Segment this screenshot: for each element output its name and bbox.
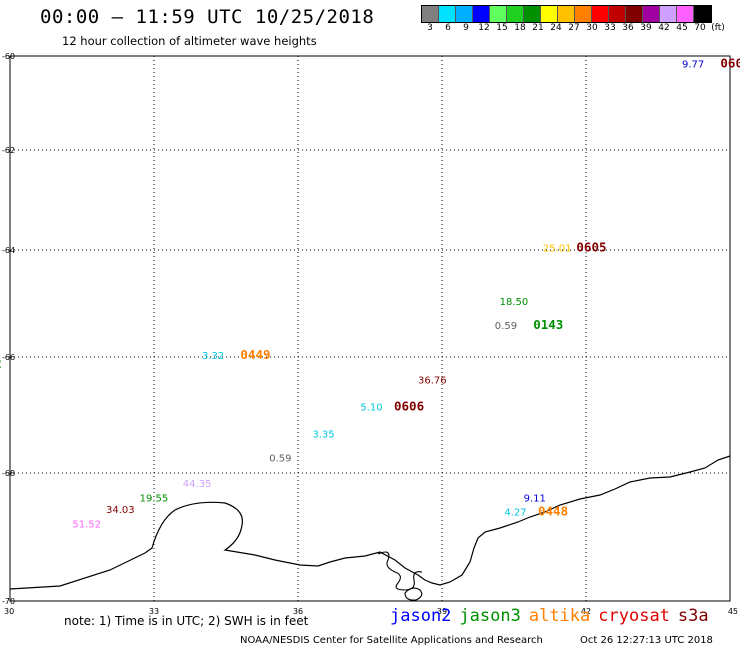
legend-item-cryosat: cryosat: [598, 606, 670, 626]
page-subtitle: 12 hour collection of altimeter wave hei…: [62, 34, 317, 48]
antarctic-coastline-inlet: [377, 551, 423, 591]
longitude-tick-label: 36: [293, 607, 303, 616]
color-swatch: [456, 6, 473, 22]
pass-time-label: 060: [720, 56, 740, 71]
color-scale-label: 42: [658, 23, 670, 33]
color-swatch: [439, 6, 456, 22]
latitude-tick-label: -68: [2, 469, 15, 478]
wave-height-label: 18.50: [500, 297, 529, 308]
pass-time-label: 0605: [576, 240, 606, 255]
color-scale-label: 30: [586, 23, 598, 33]
latitude-tick-label: -66: [2, 353, 15, 362]
pass-time-label: 0449: [240, 347, 270, 362]
color-scale-label: 24: [550, 23, 562, 33]
longitude-tick-label: 30: [4, 607, 14, 616]
color-swatch: [643, 6, 660, 22]
color-swatch: [660, 6, 677, 22]
color-swatch: [473, 6, 490, 22]
longitude-tick-label: 33: [149, 607, 159, 616]
color-scale-label: 6: [445, 23, 451, 33]
generated-timestamp: Oct 26 12:27:13 UTC 2018: [580, 635, 713, 646]
latitude-tick-labels: -60 -62 -64 -66 -68 -70: [2, 52, 15, 606]
wave-height-label: 9.11: [524, 493, 546, 504]
wave-height-label: 9.77: [682, 60, 704, 71]
wave-height-label: 36.76: [418, 376, 447, 387]
color-scale-label: 70: [694, 23, 706, 33]
color-scale-label: (ft): [711, 23, 725, 33]
longitude-tick-label: 39: [437, 607, 447, 616]
latitude-tick-label: -60: [2, 52, 15, 61]
color-swatch: [541, 6, 558, 22]
latitude-tick-label: -70: [2, 597, 15, 606]
color-scale-label: 18: [514, 23, 526, 33]
satellite-legend: jason2 jason3 altika cryosat s3a: [390, 606, 717, 626]
color-swatch: [592, 6, 609, 22]
color-scale-label: 27: [568, 23, 580, 33]
color-swatch: [524, 6, 541, 22]
latitude-tick-label: -62: [2, 146, 15, 155]
map-gridlines: [10, 56, 730, 601]
wave-height-label: 3.32: [202, 351, 224, 362]
color-scale-label: 36: [622, 23, 634, 33]
wave-height-label: 51.52: [72, 520, 101, 531]
color-scale-label: 45: [676, 23, 688, 33]
color-scale-label: 21: [532, 23, 544, 33]
wave-height-label: 3.35: [312, 430, 334, 441]
wave-height-label: 19.55: [140, 493, 169, 504]
color-swatch: [626, 6, 643, 22]
wave-height-label: 25.01: [543, 244, 572, 255]
legend-item-altika: altika: [528, 606, 591, 626]
color-scale-label: 12: [478, 23, 490, 33]
wave-height-label: 5.10: [360, 402, 382, 413]
longitude-tick-label: 42: [581, 607, 591, 616]
color-scale-label: 9: [463, 23, 469, 33]
color-swatch: [558, 6, 575, 22]
wave-height-label: 4.27: [504, 507, 526, 518]
map-frame: [9, 55, 731, 602]
coastal-island: [404, 587, 423, 601]
legend-item-jason2: jason2: [390, 606, 452, 626]
pass-time-label: 0448: [538, 503, 568, 518]
legend-item-s3a: s3a: [677, 606, 709, 626]
pass-time-label: 0606: [394, 398, 424, 413]
antarctic-coastline: [9, 455, 731, 590]
color-scale-label: 3: [427, 23, 433, 33]
color-swatch: [677, 6, 694, 22]
color-swatch: [422, 6, 439, 22]
wave-height-label: 0.59: [269, 453, 291, 464]
wave-height-label: 44.35: [183, 479, 212, 490]
color-swatch: [694, 6, 711, 22]
longitude-tick-label: 45: [728, 607, 738, 616]
wave-height-annotations: 9.7706025.01060518.500.5901433.3204496.1…: [0, 56, 740, 531]
color-swatch: [609, 6, 626, 22]
color-swatch: [490, 6, 507, 22]
legend-item-jason3: jason3: [459, 606, 521, 626]
latitude-tick-label: -64: [2, 246, 15, 255]
color-scale-bar: [421, 5, 712, 23]
wave-height-label: 0.59: [495, 321, 517, 332]
color-scale-label: 33: [604, 23, 616, 33]
color-scale-label: 39: [640, 23, 652, 33]
color-scale-label: 15: [496, 23, 508, 33]
longitude-tick-labels: 30 33 36 39 42 45: [4, 607, 738, 616]
color-swatch: [575, 6, 592, 22]
color-swatch: [507, 6, 524, 22]
pass-time-label: 0142: [0, 356, 2, 371]
wave-height-label: 34.03: [106, 505, 135, 516]
pass-time-label: 0143: [533, 317, 563, 332]
page-title: 00:00 – 11:59 UTC 10/25/2018: [40, 6, 375, 28]
credit-line: NOAA/NESDIS Center for Satellite Applica…: [240, 635, 543, 646]
footer-note: note: 1) Time is in UTC; 2) SWH is in fe…: [64, 614, 309, 628]
